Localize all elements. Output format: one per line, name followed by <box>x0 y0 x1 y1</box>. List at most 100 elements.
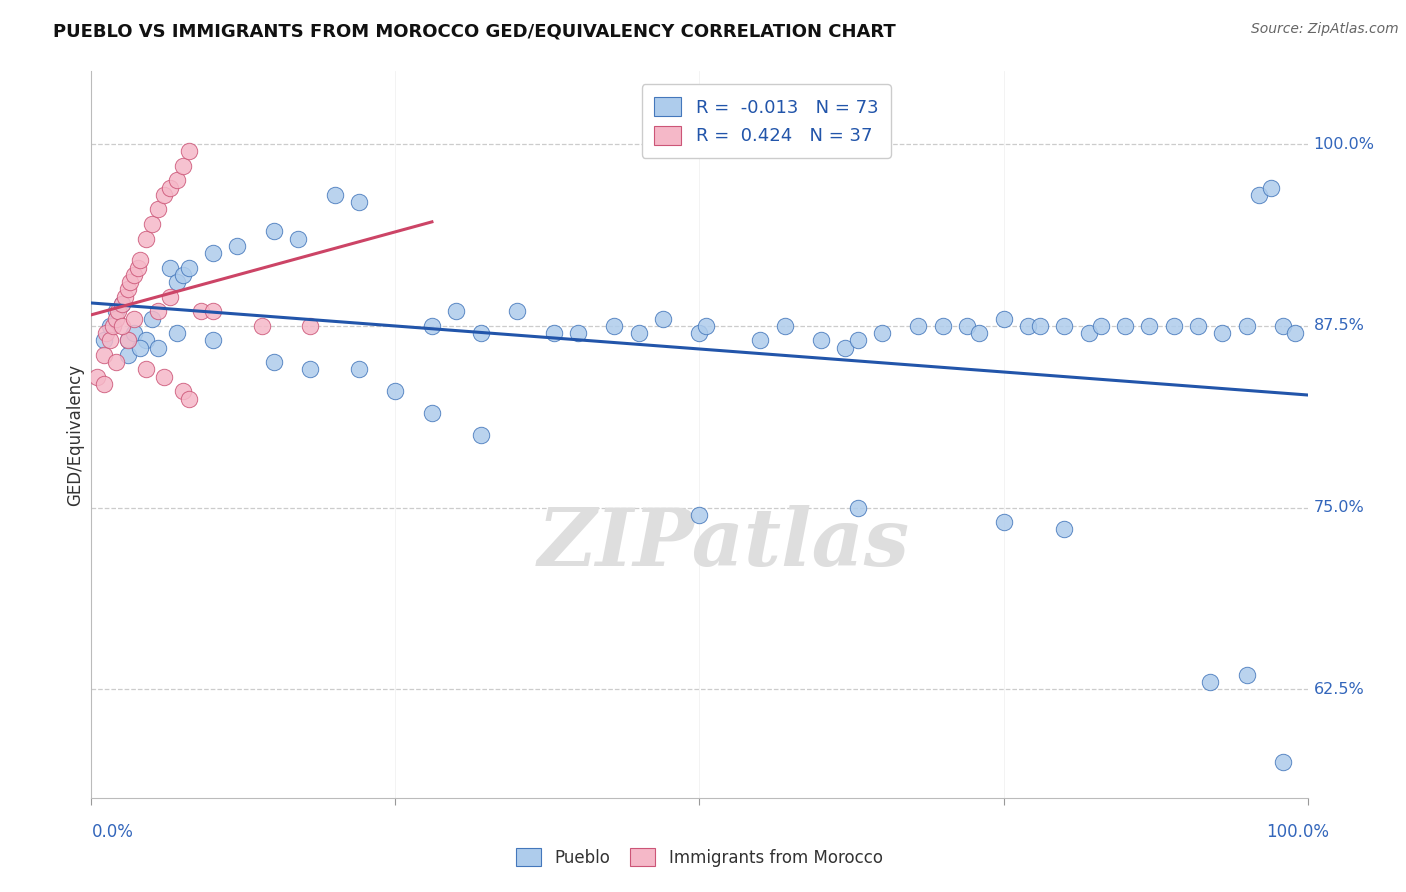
Point <box>117 283 139 297</box>
Point <box>470 326 492 340</box>
Point <box>652 311 675 326</box>
Point <box>931 318 953 333</box>
Point <box>1187 318 1209 333</box>
Point <box>122 311 145 326</box>
Point <box>153 369 176 384</box>
Point <box>177 145 200 159</box>
Point <box>384 384 406 399</box>
Point <box>104 311 127 326</box>
Point <box>177 260 200 275</box>
Point <box>98 318 121 333</box>
Point <box>956 318 979 333</box>
Point <box>1029 318 1052 333</box>
Point <box>103 318 125 333</box>
Point <box>420 406 443 420</box>
Point <box>347 362 370 376</box>
Point <box>1260 180 1282 194</box>
Point <box>202 246 225 260</box>
Point <box>107 304 129 318</box>
Point <box>323 188 346 202</box>
Point <box>166 275 188 289</box>
Point <box>226 239 249 253</box>
Point <box>86 369 108 384</box>
Point <box>122 268 145 282</box>
Point <box>846 500 869 515</box>
Point <box>1053 522 1076 536</box>
Point <box>111 297 134 311</box>
Point <box>993 515 1015 529</box>
Point <box>420 318 443 333</box>
Point <box>153 188 176 202</box>
Point <box>543 326 565 340</box>
Point <box>1139 318 1161 333</box>
Point <box>120 275 142 289</box>
Text: 100.0%: 100.0% <box>1313 136 1375 152</box>
Point <box>1114 318 1136 333</box>
Point <box>347 195 370 210</box>
Point <box>111 297 134 311</box>
Point <box>172 384 194 399</box>
Text: Source: ZipAtlas.com: Source: ZipAtlas.com <box>1251 22 1399 37</box>
Point <box>148 304 170 318</box>
Point <box>129 253 152 268</box>
Text: 87.5%: 87.5% <box>1313 318 1365 334</box>
Point <box>177 392 200 406</box>
Point <box>122 326 145 340</box>
Point <box>98 334 121 348</box>
Point <box>263 224 285 238</box>
Point <box>1236 667 1258 681</box>
Point <box>93 376 115 391</box>
Point <box>114 290 136 304</box>
Point <box>148 341 170 355</box>
Point <box>148 202 170 217</box>
Point <box>94 326 117 340</box>
Point <box>129 341 152 355</box>
Point <box>202 304 225 318</box>
Point <box>263 355 285 369</box>
Point <box>967 326 990 340</box>
Point <box>250 318 273 333</box>
Point <box>688 508 710 522</box>
Point <box>135 362 157 376</box>
Text: 75.0%: 75.0% <box>1313 500 1364 515</box>
Point <box>993 311 1015 326</box>
Point <box>1247 188 1270 202</box>
Point <box>1163 318 1185 333</box>
Point <box>1272 318 1295 333</box>
Point <box>846 334 869 348</box>
Point <box>470 428 492 442</box>
Point <box>773 318 796 333</box>
Point <box>111 318 134 333</box>
Point <box>506 304 529 318</box>
Point <box>166 173 188 187</box>
Text: PUEBLO VS IMMIGRANTS FROM MOROCCO GED/EQUIVALENCY CORRELATION CHART: PUEBLO VS IMMIGRANTS FROM MOROCCO GED/EQ… <box>53 22 896 40</box>
Point <box>202 334 225 348</box>
Point <box>688 326 710 340</box>
Point <box>141 217 163 231</box>
Text: 100.0%: 100.0% <box>1265 823 1329 841</box>
Point <box>117 334 139 348</box>
Point <box>287 231 309 245</box>
Point <box>166 326 188 340</box>
Point <box>299 362 322 376</box>
Point <box>104 355 127 369</box>
Point <box>567 326 589 340</box>
Point <box>1090 318 1112 333</box>
Point <box>603 318 626 333</box>
Point <box>190 304 212 318</box>
Legend: Pueblo, Immigrants from Morocco: Pueblo, Immigrants from Morocco <box>509 842 890 873</box>
Point <box>104 304 127 318</box>
Point <box>870 326 893 340</box>
Point <box>135 334 157 348</box>
Point <box>135 231 157 245</box>
Point <box>1017 318 1039 333</box>
Point <box>1236 318 1258 333</box>
Point <box>1284 326 1306 340</box>
Point <box>1077 326 1099 340</box>
Point <box>907 318 929 333</box>
Point <box>1053 318 1076 333</box>
Point <box>127 260 149 275</box>
Point <box>749 334 772 348</box>
Y-axis label: GED/Equivalency: GED/Equivalency <box>66 364 84 506</box>
Text: 0.0%: 0.0% <box>91 823 134 841</box>
